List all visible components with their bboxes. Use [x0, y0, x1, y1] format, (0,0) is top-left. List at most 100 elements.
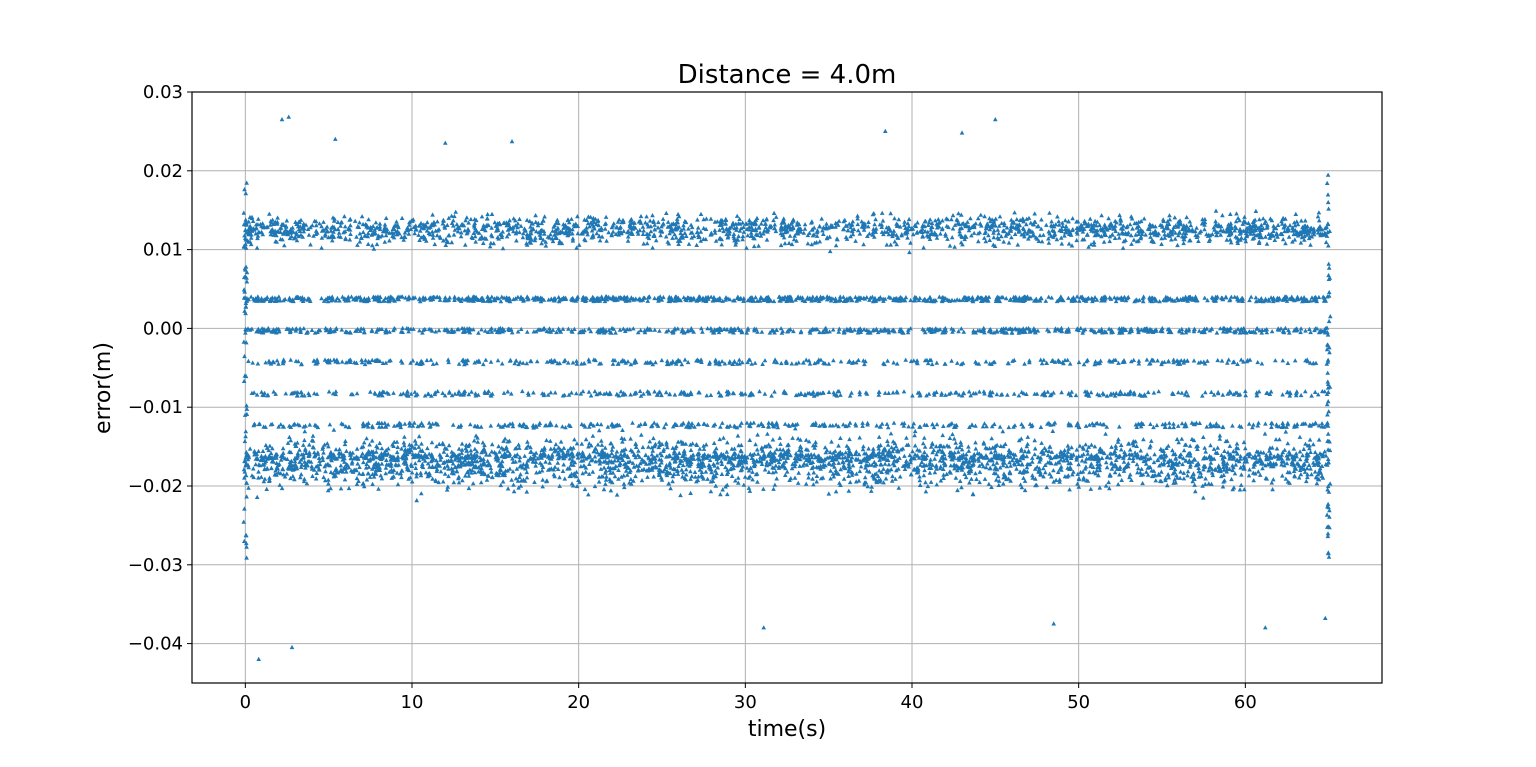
data-point [1248, 231, 1253, 236]
data-point [330, 238, 335, 243]
data-point [1051, 234, 1056, 239]
data-point [256, 229, 261, 235]
data-point [1237, 218, 1242, 223]
data-point [635, 229, 640, 234]
data-point [674, 216, 680, 221]
data-point [1172, 215, 1178, 220]
data-point [1062, 233, 1067, 238]
data-point [402, 234, 408, 240]
data-point [725, 235, 731, 240]
data-point [746, 224, 752, 229]
data-point [1152, 228, 1158, 234]
data-point [1150, 230, 1156, 235]
data-point [1177, 229, 1182, 234]
data-point [731, 231, 737, 236]
data-point [588, 214, 593, 219]
data-point [721, 228, 726, 234]
data-point [1253, 226, 1258, 231]
data-point [443, 236, 449, 241]
data-point [796, 228, 801, 233]
data-point [589, 235, 594, 240]
data-point [1055, 214, 1060, 219]
data-point [1107, 225, 1112, 230]
data-point [1263, 219, 1268, 224]
data-point [399, 215, 405, 220]
data-point [369, 225, 374, 230]
data-point [595, 218, 601, 224]
data-point [382, 222, 388, 227]
data-point [791, 237, 797, 242]
data-point [1009, 217, 1014, 222]
data-point [352, 218, 358, 223]
data-point [552, 232, 557, 237]
data-point [1318, 231, 1323, 236]
data-point [339, 219, 344, 224]
data-point [575, 223, 581, 228]
data-point [894, 232, 899, 237]
data-point [650, 245, 655, 250]
data-point [1060, 220, 1065, 225]
data-point [548, 232, 553, 237]
data-point [1118, 221, 1123, 226]
data-point [1134, 225, 1140, 230]
data-point [696, 234, 701, 240]
data-point [1014, 217, 1020, 222]
data-point [625, 234, 631, 239]
data-point [479, 214, 485, 219]
data-point [246, 219, 251, 224]
data-point [330, 224, 335, 229]
data-point [1298, 240, 1304, 245]
data-point [969, 233, 974, 238]
data-point [920, 233, 925, 238]
data-point [488, 240, 494, 245]
data-point [260, 232, 266, 237]
data-point [772, 222, 778, 227]
data-point [855, 228, 861, 233]
data-point [563, 231, 568, 236]
data-point [416, 232, 421, 237]
data-point [394, 219, 399, 224]
data-point [949, 235, 955, 240]
data-point [698, 211, 704, 216]
data-point [741, 224, 746, 229]
data-point [451, 232, 457, 237]
data-point [1138, 234, 1144, 239]
data-point [708, 216, 714, 221]
data-point [743, 221, 749, 226]
data-point [569, 216, 574, 221]
data-point [1086, 244, 1091, 249]
data-point [1233, 219, 1239, 224]
data-point [880, 218, 886, 223]
data-point [1291, 228, 1297, 233]
data-point [1210, 231, 1215, 237]
data-point [407, 222, 412, 227]
data-point [391, 235, 397, 240]
data-point [625, 238, 631, 243]
data-point [1162, 235, 1168, 240]
data-point [727, 229, 732, 234]
data-point [782, 241, 788, 246]
data-point [338, 223, 343, 228]
data-point [630, 231, 635, 236]
data-point [1272, 237, 1278, 242]
data-point [1051, 232, 1057, 238]
data-point [1215, 230, 1221, 235]
data-point [847, 221, 852, 226]
data-point [342, 224, 348, 229]
data-point [442, 224, 447, 229]
data-point [1316, 218, 1322, 223]
data-point [1272, 225, 1277, 230]
data-point [735, 237, 741, 242]
data-point [1159, 241, 1164, 246]
data-point [1182, 225, 1188, 230]
data-point [440, 221, 446, 226]
data-point [613, 231, 619, 236]
data-point [780, 226, 785, 232]
data-point [1229, 231, 1234, 236]
data-point [631, 224, 636, 229]
data-point [704, 216, 709, 221]
data-point [955, 218, 960, 223]
data-point [1075, 219, 1081, 224]
data-point [1263, 234, 1268, 239]
data-point [1097, 222, 1102, 227]
